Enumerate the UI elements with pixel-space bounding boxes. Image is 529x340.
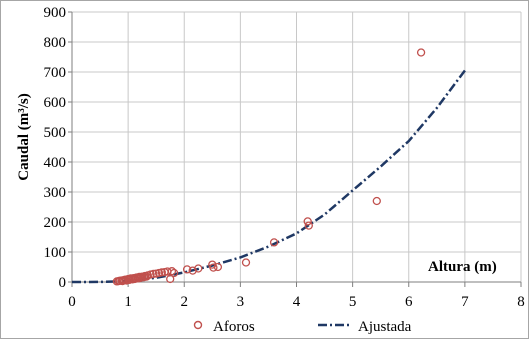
y-tick-label: 600: [44, 95, 67, 111]
y-tick-label: 300: [44, 185, 67, 201]
y-tick-label: 400: [44, 155, 67, 171]
data-point-aforo: [169, 268, 179, 278]
data-point-aforo: [372, 196, 381, 206]
data-point-aforo: [182, 265, 192, 274]
data-point-aforo: [125, 275, 134, 285]
data-point-aforo: [304, 221, 313, 230]
data-point-aforo: [157, 268, 166, 277]
data-point-aforo: [209, 263, 218, 272]
data-points-layer: [112, 48, 426, 286]
tick-labels: 0 100 200 300 400 500 600 700 800 900 0 1 2 3 4 5 6 7 8: [44, 5, 525, 310]
x-tick-label: 5: [349, 294, 357, 310]
y-tick-label: 200: [44, 215, 67, 231]
fitted-curve-layer: [71, 69, 466, 284]
y-tick-label: 500: [44, 125, 67, 141]
y-tick-label: 100: [44, 245, 67, 261]
y-tick-label: 0: [59, 275, 67, 291]
legend-label-ajustada: Ajustada: [358, 319, 412, 335]
x-tick-label: 4: [293, 294, 301, 310]
legend-label-aforos: Aforos: [213, 319, 255, 335]
gridlines: [72, 11, 522, 282]
x-tick-label: 0: [68, 294, 76, 310]
data-point-aforo: [303, 217, 312, 226]
data-point-aforo: [188, 266, 197, 275]
x-tick-label: 1: [124, 294, 132, 310]
data-point-aforo: [416, 48, 426, 57]
y-tick-label: 900: [44, 5, 67, 21]
data-point-aforo: [194, 264, 203, 273]
data-point-aforo: [166, 274, 175, 284]
data-point-aforo: [269, 238, 279, 247]
x-axis-title: Altura (m): [428, 259, 497, 275]
legend-marker-aforos: [193, 320, 203, 330]
x-tick-label: 8: [517, 294, 525, 310]
data-point-aforo: [142, 272, 151, 281]
data-point-aforo: [136, 273, 145, 282]
x-tick-label: 2: [181, 294, 189, 310]
data-point-aforo: [167, 267, 177, 276]
x-tick-label: 6: [405, 294, 413, 310]
legend: Aforos Ajustada: [193, 319, 412, 335]
x-tick-label: 3: [237, 294, 245, 310]
y-tick-label: 800: [44, 35, 67, 51]
fitted-curve-ajustada: [71, 69, 466, 284]
data-point-aforo: [213, 262, 223, 272]
data-point-aforo: [130, 274, 140, 284]
y-axis-title: Caudal (m³/s): [16, 93, 32, 180]
y-tick-label: 700: [44, 65, 67, 81]
data-point-aforo: [241, 258, 251, 267]
x-tick-label: 7: [461, 294, 469, 310]
axes: [68, 11, 522, 287]
data-point-aforo: [149, 269, 158, 279]
